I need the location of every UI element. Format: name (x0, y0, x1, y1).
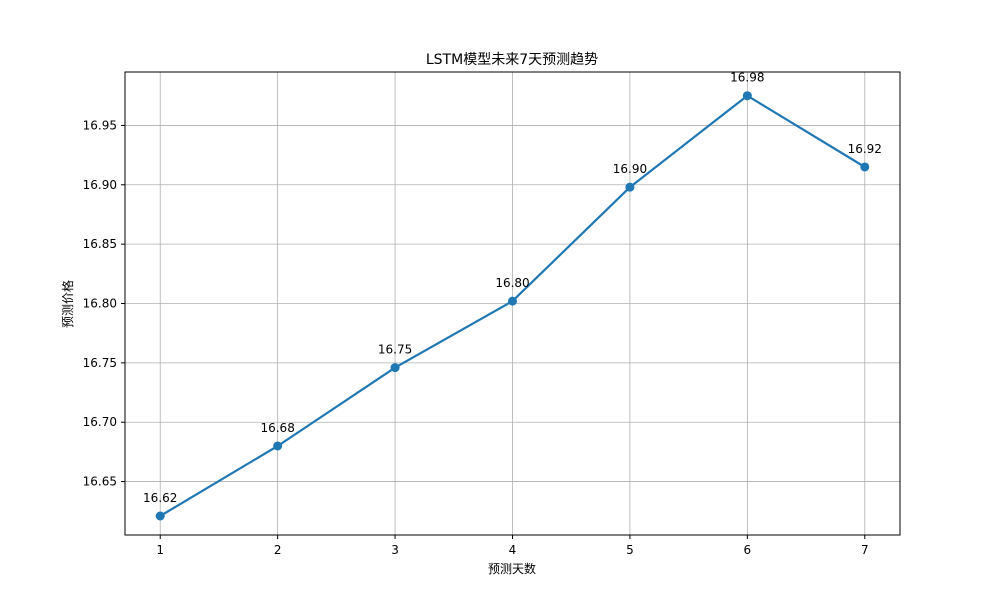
y-tick-label: 16.65 (83, 475, 117, 489)
x-tick-label: 5 (626, 543, 634, 557)
x-axis-ticks: 1 2 3 4 5 6 7 (156, 535, 869, 557)
x-tick-label: 7 (861, 543, 869, 557)
data-point (742, 91, 752, 101)
x-tick-label: 2 (274, 543, 282, 557)
data-label: 16.75 (378, 343, 412, 357)
data-label: 16.90 (613, 162, 647, 176)
data-point (625, 182, 635, 192)
x-axis-label: 预测天数 (488, 561, 536, 576)
data-label: 16.68 (260, 421, 294, 435)
data-point (508, 296, 517, 306)
data-point (860, 162, 870, 172)
x-tick-label: 1 (156, 543, 164, 557)
data-point (273, 441, 283, 451)
y-axis-label: 预测价格 (60, 280, 75, 328)
data-label: 16.98 (730, 71, 764, 85)
data-label: 16.92 (848, 142, 882, 156)
data-point (390, 363, 400, 373)
y-tick-label: 16.70 (83, 415, 117, 429)
y-tick-label: 16.95 (83, 118, 117, 132)
y-tick-label: 16.75 (83, 356, 117, 370)
y-axis-ticks: 16.65 16.70 16.75 16.80 16.85 16.90 16.95 (83, 118, 125, 489)
data-point (155, 511, 165, 521)
y-tick-label: 16.85 (83, 237, 117, 251)
x-tick-label: 3 (391, 543, 399, 557)
data-points (155, 91, 870, 521)
x-tick-label: 4 (509, 543, 517, 557)
grid-lines (125, 72, 900, 535)
chart-title: LSTM模型未来7天预测趋势 (426, 52, 598, 68)
y-tick-label: 16.90 (83, 178, 117, 192)
data-label: 16.62 (143, 491, 177, 505)
x-tick-label: 6 (744, 543, 752, 557)
data-labels: 16.62 16.68 16.75 16.80 16.90 16.98 16.92 (143, 71, 882, 505)
data-label: 16.80 (495, 276, 529, 290)
y-tick-label: 16.80 (83, 297, 117, 311)
